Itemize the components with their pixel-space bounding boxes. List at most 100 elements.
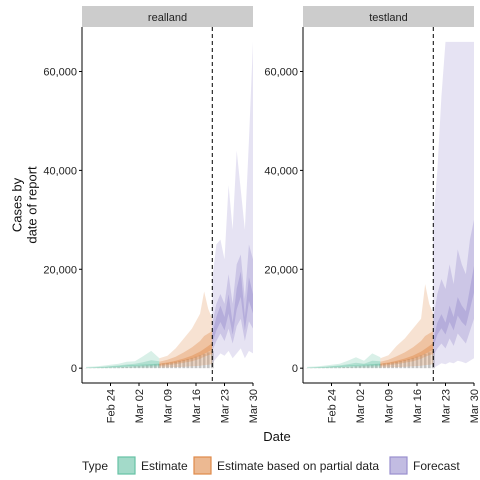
estimate-band-50 [86, 360, 160, 369]
x-tick-label: Mar 30 [469, 389, 480, 423]
x-tick-label: Mar 16 [412, 389, 424, 423]
case-bar [194, 356, 198, 369]
case-bar [174, 361, 178, 369]
x-tick-label: Mar 23 [220, 389, 232, 423]
y-tick-label: 20,000 [43, 264, 77, 276]
forecast-band-50 [212, 244, 253, 351]
case-bar [427, 352, 431, 369]
case-bar [137, 365, 141, 369]
case-bar [370, 364, 374, 369]
case-bar [374, 364, 378, 369]
legend: Type Estimate Estimate based on partial da… [82, 456, 460, 475]
estimate-band-90 [307, 353, 381, 369]
case-bar [407, 359, 411, 369]
legend-title: Type [82, 459, 108, 473]
y-tick-label: 0 [71, 363, 77, 375]
case-bar [411, 357, 415, 369]
case-bar [149, 364, 153, 369]
x-tick-label: Mar 09 [163, 389, 175, 423]
case-bar [415, 356, 419, 369]
facet-strip [303, 6, 474, 27]
case-bar [403, 360, 407, 369]
case-bar [350, 366, 354, 369]
estimate-based-on-partial-data-band-90 [159, 291, 213, 368]
x-tick-label: Mar 09 [384, 389, 396, 423]
x-tick-label: Feb 24 [327, 389, 339, 423]
facet-strip [82, 6, 253, 27]
case-bar [206, 352, 210, 369]
x-tick-label: Mar 02 [134, 389, 146, 423]
x-tick-label: Feb 24 [106, 389, 118, 423]
estimate-band-inner [307, 363, 381, 368]
estimate-based-on-partial-data-band-50 [159, 331, 213, 366]
estimate-band-50 [307, 360, 381, 369]
case-bar [190, 357, 194, 369]
y-tick-label: 40,000 [264, 165, 298, 177]
case-bar [419, 355, 423, 369]
forecast-band-inner [212, 271, 253, 343]
x-tick-label: Mar 02 [355, 389, 367, 423]
case-bar [362, 365, 366, 369]
case-bar [182, 360, 186, 369]
estimate-band-90 [86, 350, 160, 369]
case-bar [109, 367, 112, 369]
legend-key [193, 456, 212, 475]
case-bar [202, 353, 206, 369]
estimate-based-on-partial-data-band-90 [380, 284, 434, 368]
y-tick-label: 0 [292, 363, 298, 375]
case-bar [162, 363, 165, 369]
legend-label: Estimate [141, 459, 188, 473]
forecast-band-50 [433, 219, 474, 356]
case-bar [157, 363, 161, 369]
case-bar [121, 367, 125, 369]
case-bar [129, 366, 133, 369]
case-bar [387, 362, 390, 369]
case-bar [358, 365, 362, 369]
case-bar [133, 366, 137, 369]
case-bar [125, 366, 129, 369]
legend-label: Estimate based on partial data [217, 459, 379, 473]
estimate-based-on-partial-data-band-50 [380, 331, 434, 366]
case-bar [330, 367, 333, 369]
panel-realland: realland 0 20,000 40,000 60,000 Feb 24 Mar 02 M… [43, 6, 260, 423]
facet-strip-label: testland [369, 12, 408, 24]
case-bar [338, 367, 342, 369]
case-bar [354, 366, 358, 369]
case-bar [178, 360, 182, 369]
case-bar [346, 366, 350, 369]
x-tick-label: Mar 16 [191, 389, 203, 423]
x-tick-label: Mar 23 [441, 389, 453, 423]
facet-strip-label: realland [148, 12, 187, 24]
case-bar [141, 365, 145, 369]
case-bar [198, 355, 202, 369]
case-bar [113, 367, 116, 369]
case-bar [153, 364, 157, 369]
legend-key [389, 456, 408, 475]
panel-testland: testland 0 20,000 40,000 60,000 Feb 24 Mar 02 M… [264, 6, 480, 423]
y-axis-title: Cases bydate of report [9, 166, 39, 244]
y-tick-label: 60,000 [264, 67, 298, 79]
forecast-band-90 [212, 41, 253, 364]
case-bar [395, 361, 399, 369]
x-axis-title: Date [263, 429, 290, 444]
forecast-band-inner [433, 265, 474, 348]
case-bar [342, 367, 346, 369]
y-tick-label: 60,000 [43, 67, 77, 79]
x-tick-label: Mar 30 [248, 389, 260, 423]
case-bar [145, 365, 149, 369]
estimate-band-inner [86, 363, 160, 368]
y-axis-title-line: Cases by [9, 177, 24, 232]
legend-label: Forecast [413, 459, 460, 473]
case-bar [423, 353, 427, 369]
case-bar [117, 367, 121, 369]
case-bar [378, 363, 382, 369]
y-tick-label: 40,000 [43, 165, 77, 177]
case-bar [166, 362, 169, 369]
estimate-based-on-partial-data-band-inner [380, 343, 434, 365]
y-axis-title-line: date of report [24, 166, 39, 244]
case-bar [334, 367, 337, 369]
case-bar [399, 360, 403, 369]
case-bar [170, 362, 173, 369]
case-bar [391, 362, 394, 369]
